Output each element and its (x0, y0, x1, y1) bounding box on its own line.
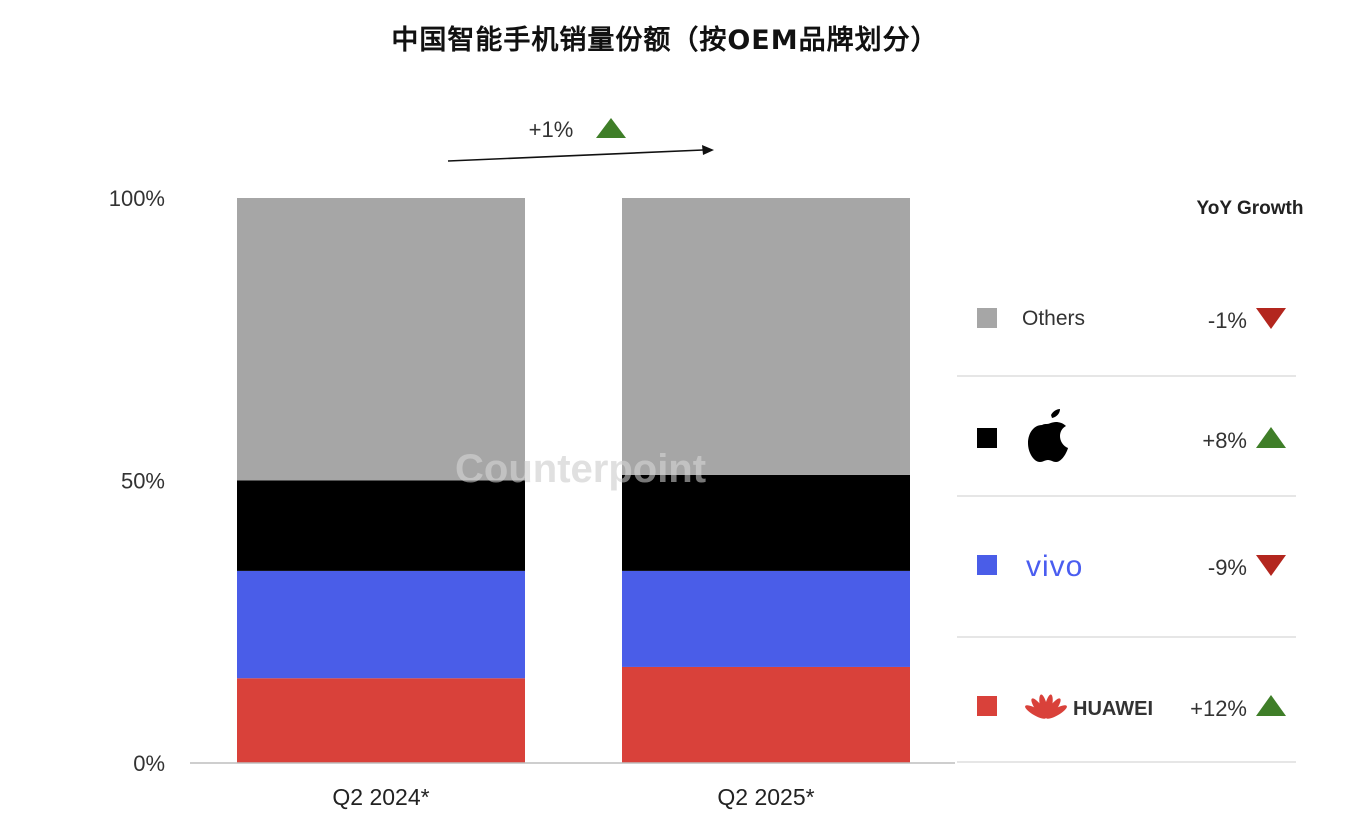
yoy-value-others: -1% (1208, 308, 1247, 333)
growth-arrow-head (702, 145, 714, 155)
x-tick-label: Q2 2025* (717, 784, 814, 810)
yoy-up-triangle-icon (1256, 427, 1286, 448)
growth-arrow-line (447, 149, 704, 162)
yoy-up-triangle-icon (1256, 695, 1286, 716)
legend-header: YoY Growth (1197, 198, 1304, 219)
y-tick-label: 0% (133, 751, 165, 776)
legend-swatch-apple (977, 428, 997, 448)
huawei-petal-icon (1044, 694, 1053, 719)
yoy-value-apple: +8% (1202, 428, 1247, 453)
bar-segment-huawei-1 (237, 678, 525, 763)
chart-title: 中国智能手机销量份额（按OEM品牌划分） (391, 25, 939, 56)
y-tick-label: 50% (121, 469, 165, 494)
legend-swatch-huawei (977, 696, 997, 716)
yoy-down-triangle-icon (1256, 308, 1286, 329)
total-growth-label: +1% (529, 117, 574, 142)
bar-segment-huawei-2 (622, 666, 910, 763)
yoy-value-vivo: -9% (1208, 555, 1247, 580)
legend-swatch-others (977, 308, 997, 328)
apple-leaf-icon (1051, 409, 1060, 418)
yoy-down-triangle-icon (1256, 555, 1286, 576)
total-growth-up-triangle-icon (596, 118, 626, 138)
bar-segment-apple-1 (237, 480, 525, 571)
huawei-logo-text: HUAWEI (1073, 698, 1153, 720)
yoy-value-huawei: +12% (1190, 696, 1247, 721)
y-tick-label: 100% (109, 186, 165, 211)
apple-icon (1028, 422, 1068, 462)
vivo-logo-text: vivo (1026, 550, 1083, 583)
bar-segment-vivo-2 (622, 570, 910, 667)
huawei-petal-icon (1045, 705, 1067, 719)
legend-swatch-vivo (977, 555, 997, 575)
x-tick-label: Q2 2024* (332, 784, 429, 810)
watermark-overlay: Counterpoint (455, 447, 706, 491)
bar-segment-others-2 (622, 198, 910, 475)
legend-label-others: Others (1022, 307, 1085, 330)
bar-segment-others-1 (237, 198, 525, 481)
bar-segment-vivo-1 (237, 570, 525, 679)
bar-segment-apple-2 (622, 474, 910, 571)
